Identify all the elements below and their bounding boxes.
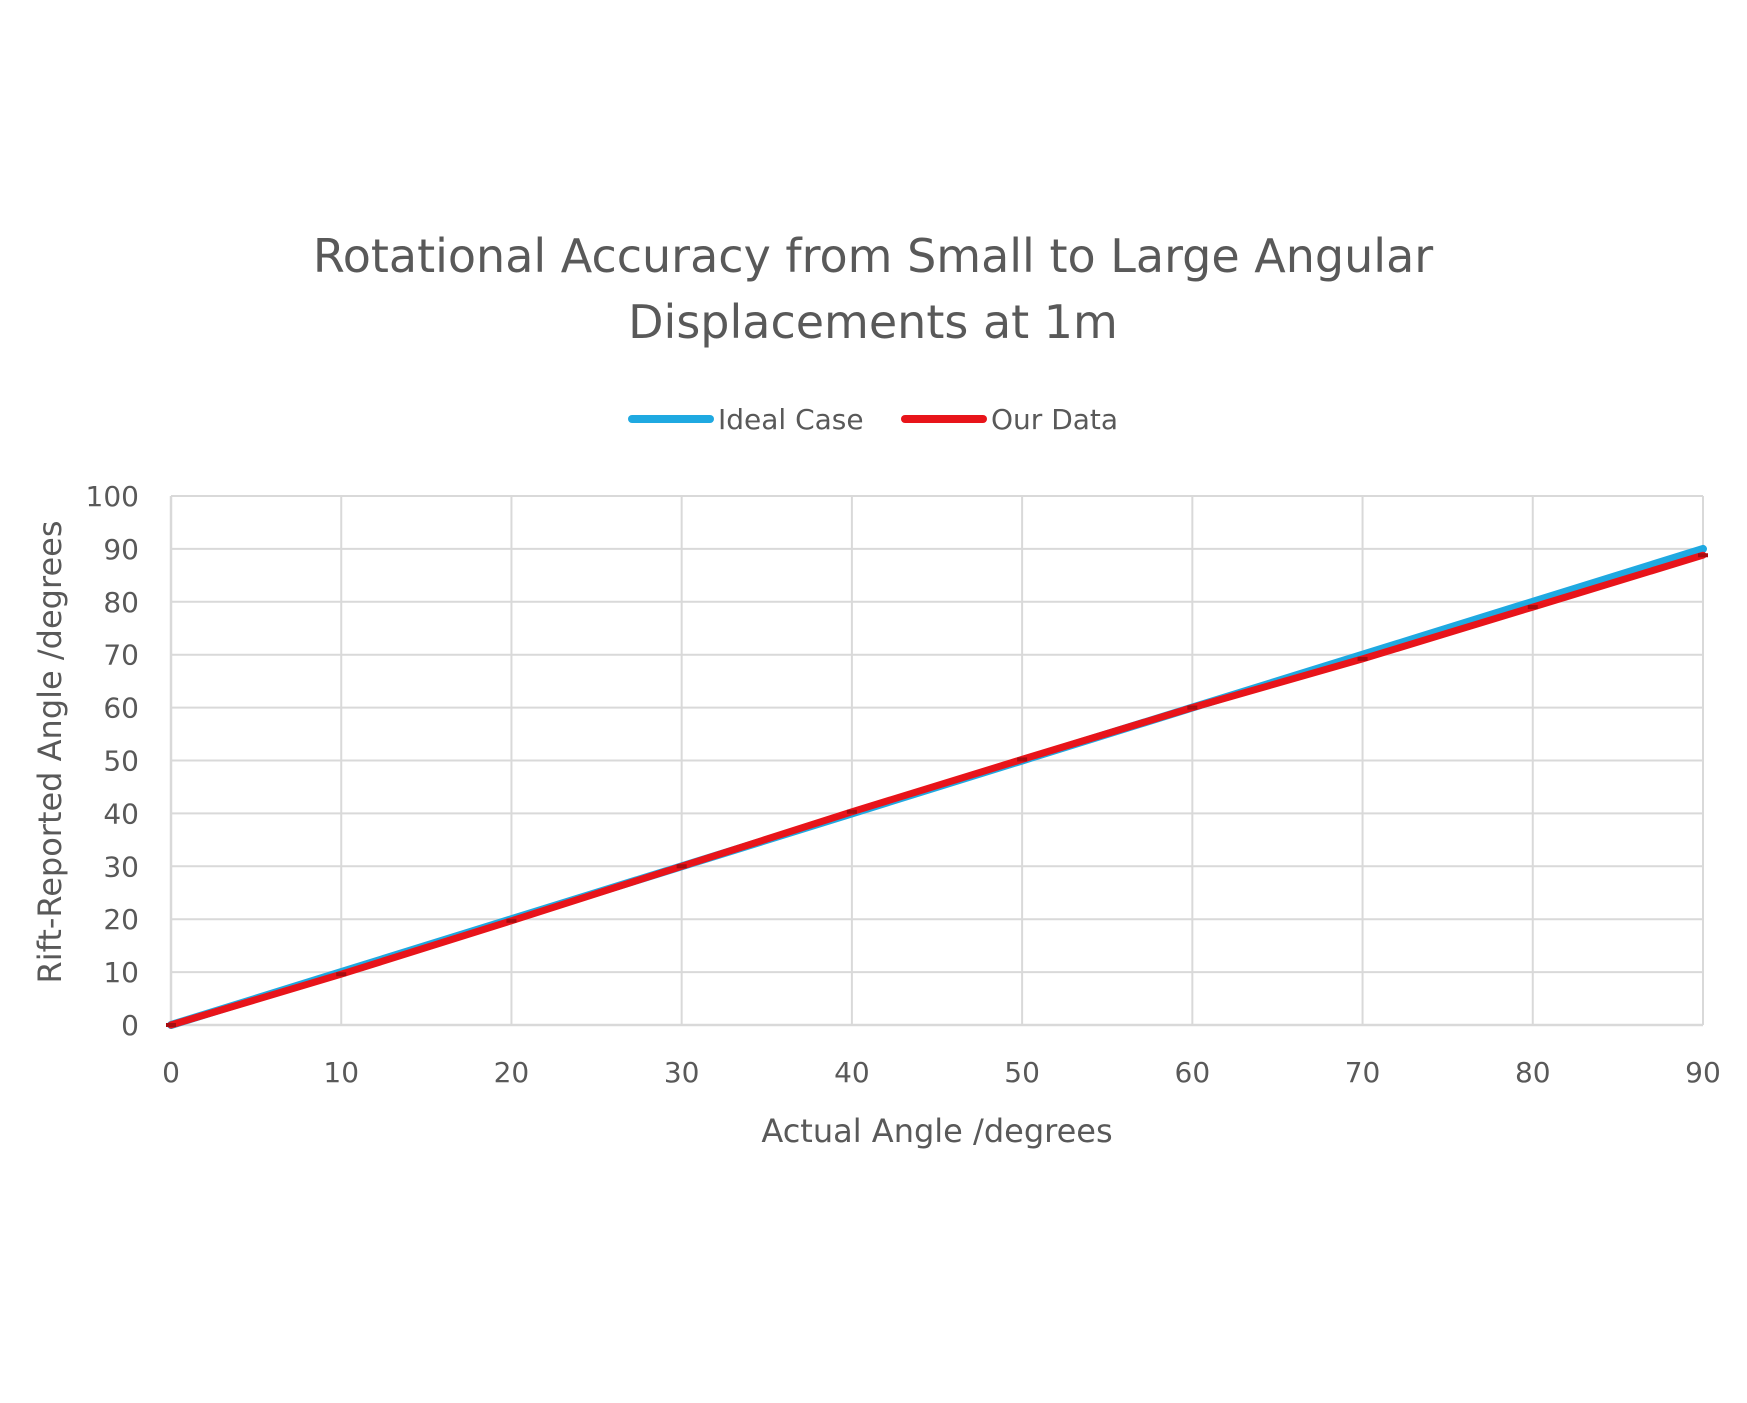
y-tick-label: 80	[103, 586, 139, 619]
chart-title-line-1: Rotational Accuracy from Small to Large …	[313, 229, 1433, 283]
x-tick-label: 40	[834, 1056, 870, 1089]
axes	[169, 496, 1703, 1027]
x-tick-label: 20	[494, 1056, 530, 1089]
x-tick-label: 0	[162, 1056, 180, 1089]
x-tick-label: 90	[1685, 1056, 1721, 1089]
y-tick-label: 90	[103, 533, 139, 566]
x-tick-label: 30	[664, 1056, 700, 1089]
tick-labels: 0 10 20 30 40 50 60 70 80 90 100 0 10 20 30 40 50 60 70 80 9…	[86, 480, 1721, 1089]
y-tick-label: 100	[86, 480, 139, 513]
x-tick-label: 80	[1515, 1056, 1551, 1089]
y-tick-label: 60	[103, 692, 139, 725]
series-lines	[166, 544, 1708, 1029]
y-tick-label: 20	[103, 903, 139, 936]
x-tick-label: 70	[1345, 1056, 1381, 1089]
legend: Ideal Case Our Data	[628, 403, 1118, 436]
x-tick-label: 10	[323, 1056, 359, 1089]
y-axis-title: Rift-Reported Angle /degrees	[31, 521, 69, 984]
gridlines	[171, 495, 1704, 1025]
y-tick-label: 70	[103, 639, 139, 672]
y-tick-label: 0	[121, 1009, 139, 1042]
chart-title-line-2: Displacements at 1m	[628, 295, 1118, 349]
x-tick-label: 60	[1175, 1056, 1211, 1089]
y-tick-label: 50	[103, 745, 139, 778]
legend-label-ideal-case: Ideal Case	[718, 403, 864, 436]
legend-label-our-data: Our Data	[991, 403, 1118, 436]
x-tick-label: 50	[1004, 1056, 1040, 1089]
series-line-our-data	[167, 551, 1707, 1029]
y-tick-label: 30	[103, 850, 139, 883]
y-tick-label: 10	[103, 956, 139, 989]
x-axis-title: Actual Angle /degrees	[761, 1112, 1112, 1150]
y-tick-label: 40	[103, 797, 139, 830]
